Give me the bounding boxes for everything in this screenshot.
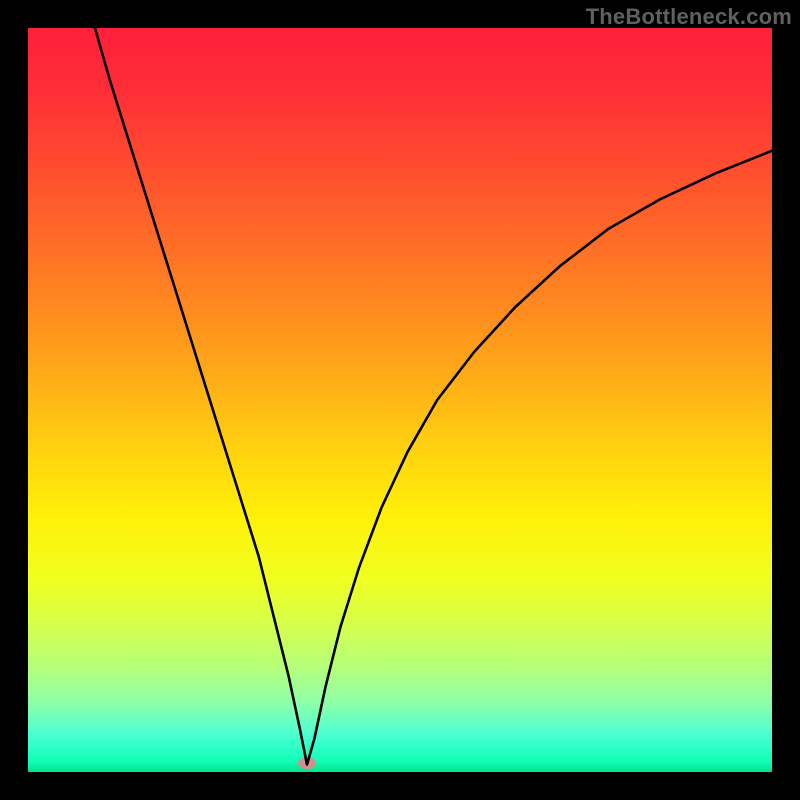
bottleneck-chart: [28, 28, 772, 772]
watermark-text: TheBottleneck.com: [586, 4, 792, 30]
plot-area: [28, 28, 772, 772]
chart-frame: TheBottleneck.com: [0, 0, 800, 800]
gradient-background: [28, 28, 772, 772]
